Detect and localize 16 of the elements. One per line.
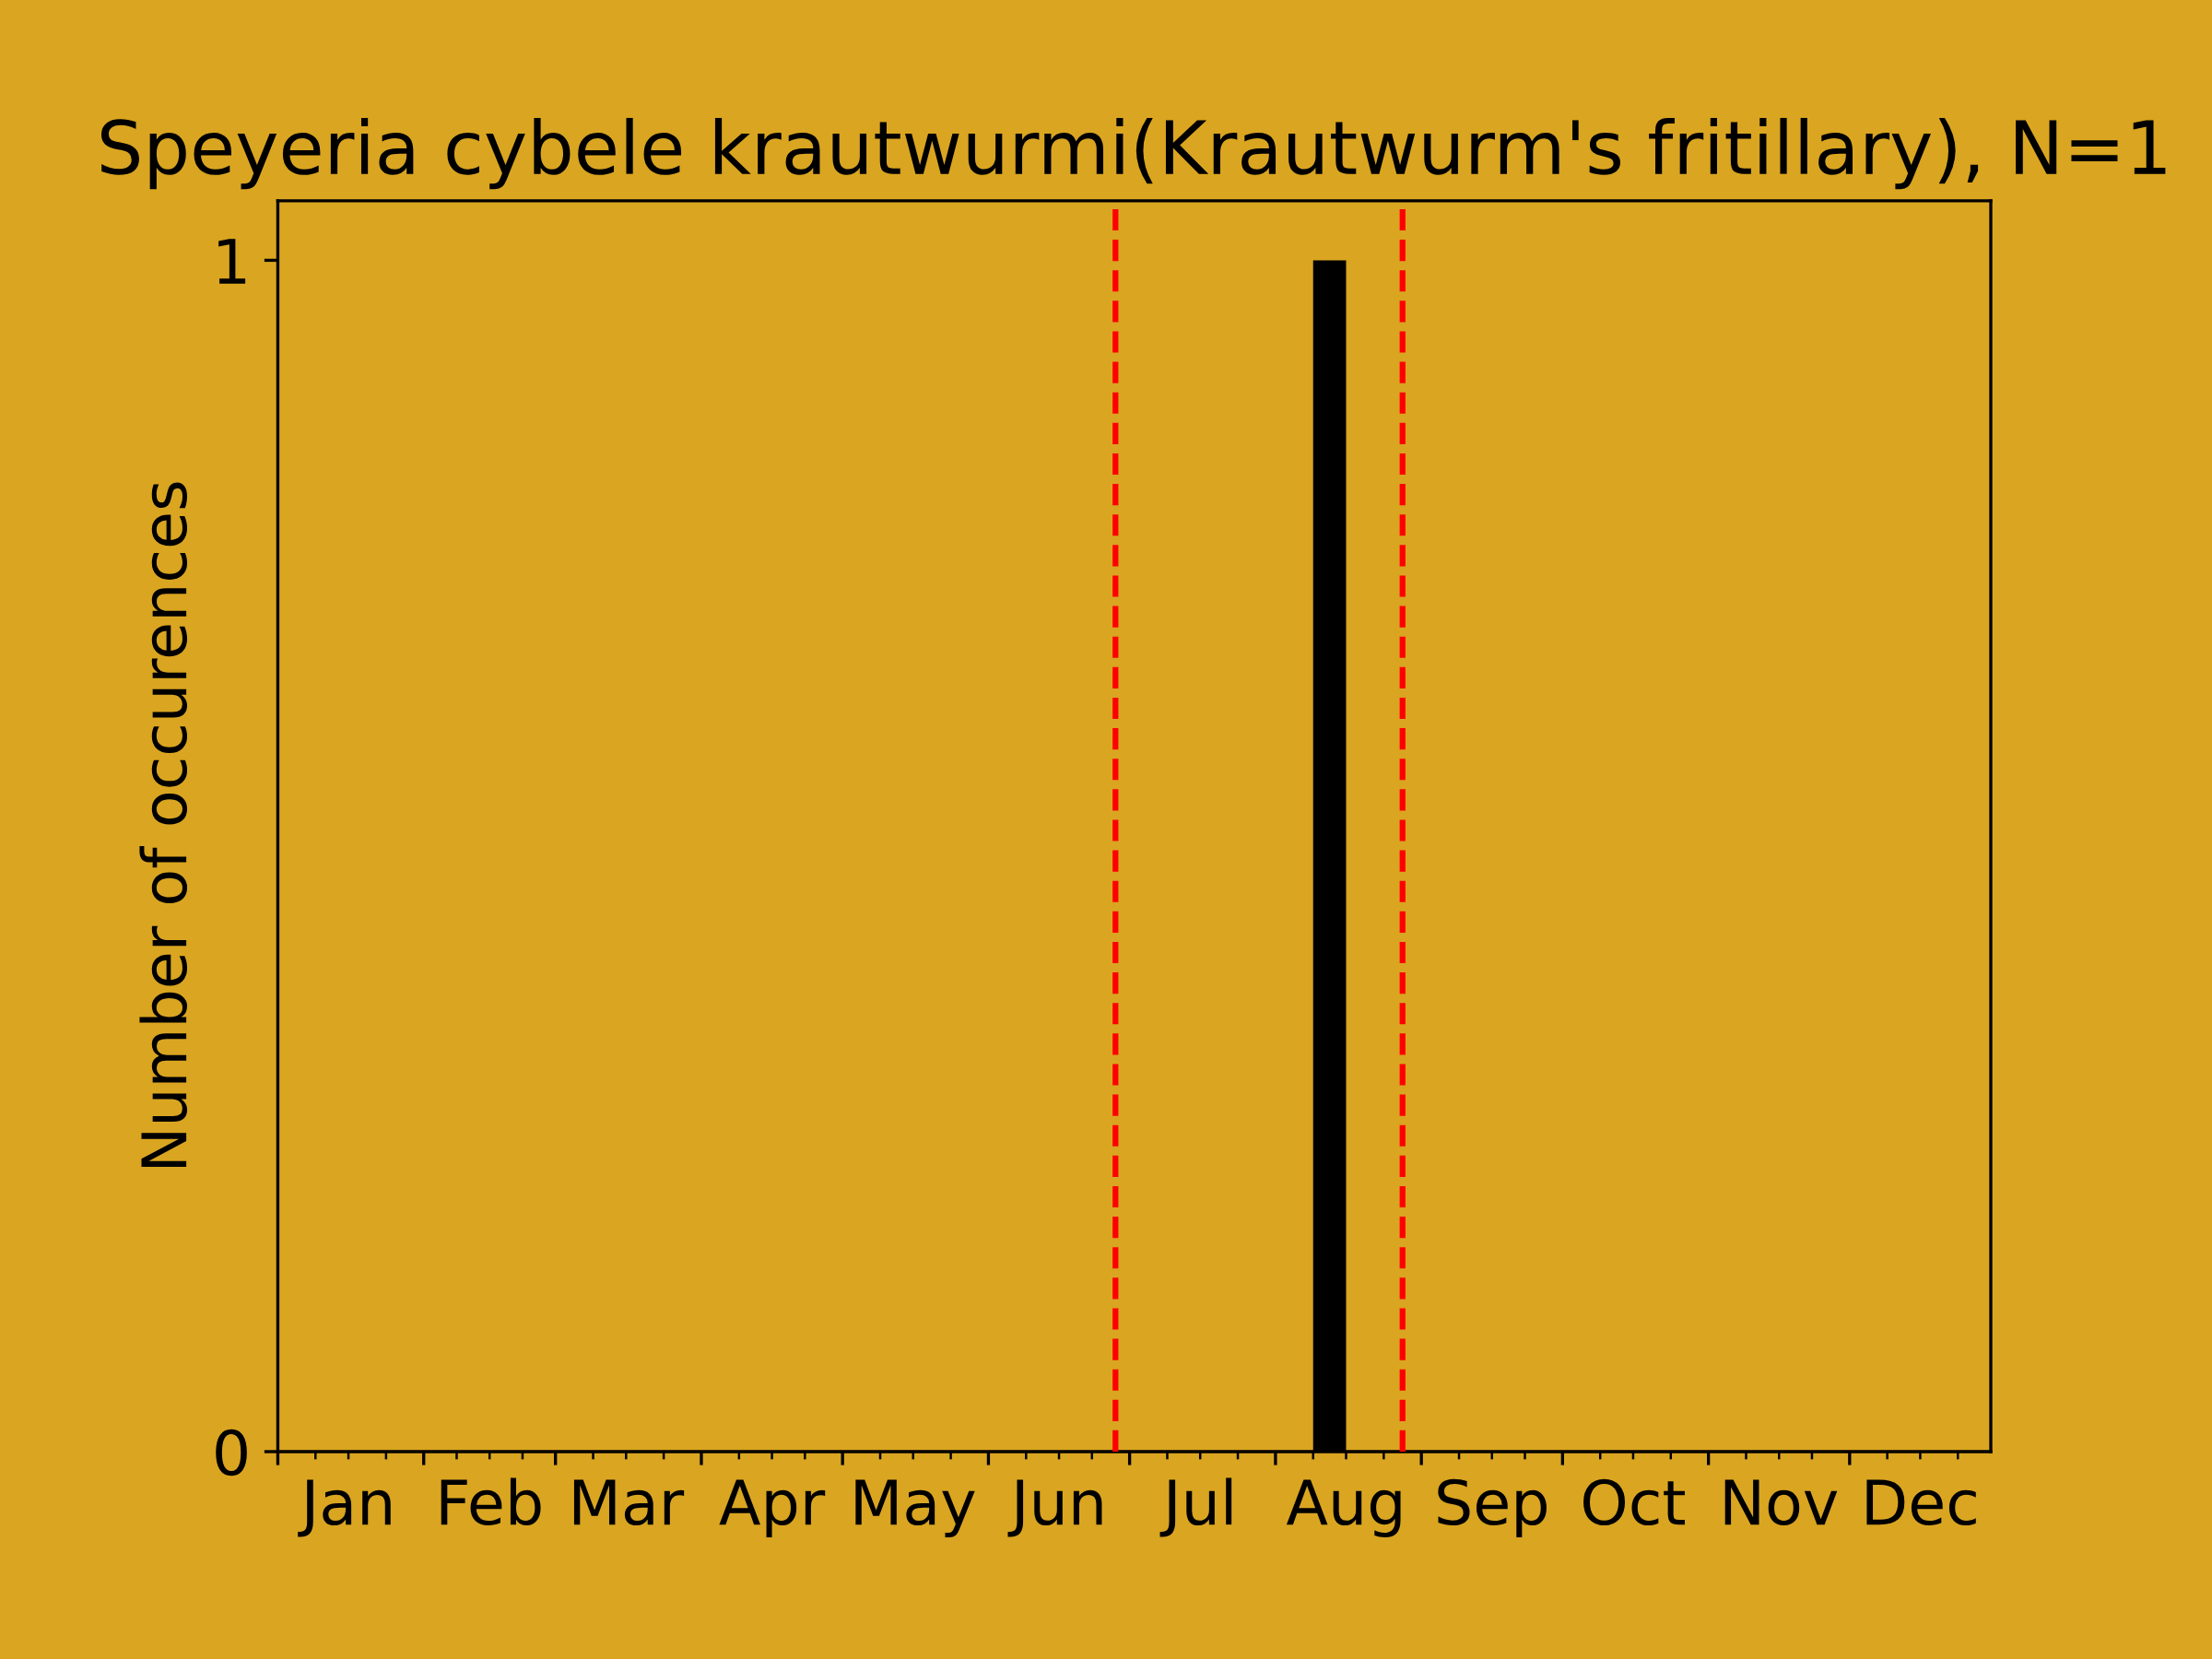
x-tick-label: Apr	[719, 1479, 826, 1537]
x-tick-label: Oct	[1583, 1478, 1685, 1526]
x-tick-label: Dec	[1866, 1479, 1976, 1526]
y-tick-label: 1	[218, 239, 246, 284]
x-tick-label: Mar	[573, 1479, 685, 1526]
x-tick-label: Aug	[1286, 1479, 1401, 1537]
x-tick-label: Jan	[298, 1479, 391, 1537]
x-tick-label: Sep	[1438, 1478, 1547, 1537]
x-tick-label: Jun	[1007, 1479, 1102, 1537]
chart-title: Speyeria cybele krautwurmi(Krautwurm's fritillary), N=1	[100, 117, 2166, 190]
x-tick-label: May	[855, 1479, 975, 1537]
x-tick-label: Nov	[1724, 1479, 1838, 1526]
y-tick-label: 0	[216, 1429, 247, 1477]
x-tick-label: Jul	[1159, 1477, 1232, 1537]
y-axis-title: Number of occurences	[139, 482, 188, 1168]
x-tick-label: Feb	[441, 1477, 541, 1526]
